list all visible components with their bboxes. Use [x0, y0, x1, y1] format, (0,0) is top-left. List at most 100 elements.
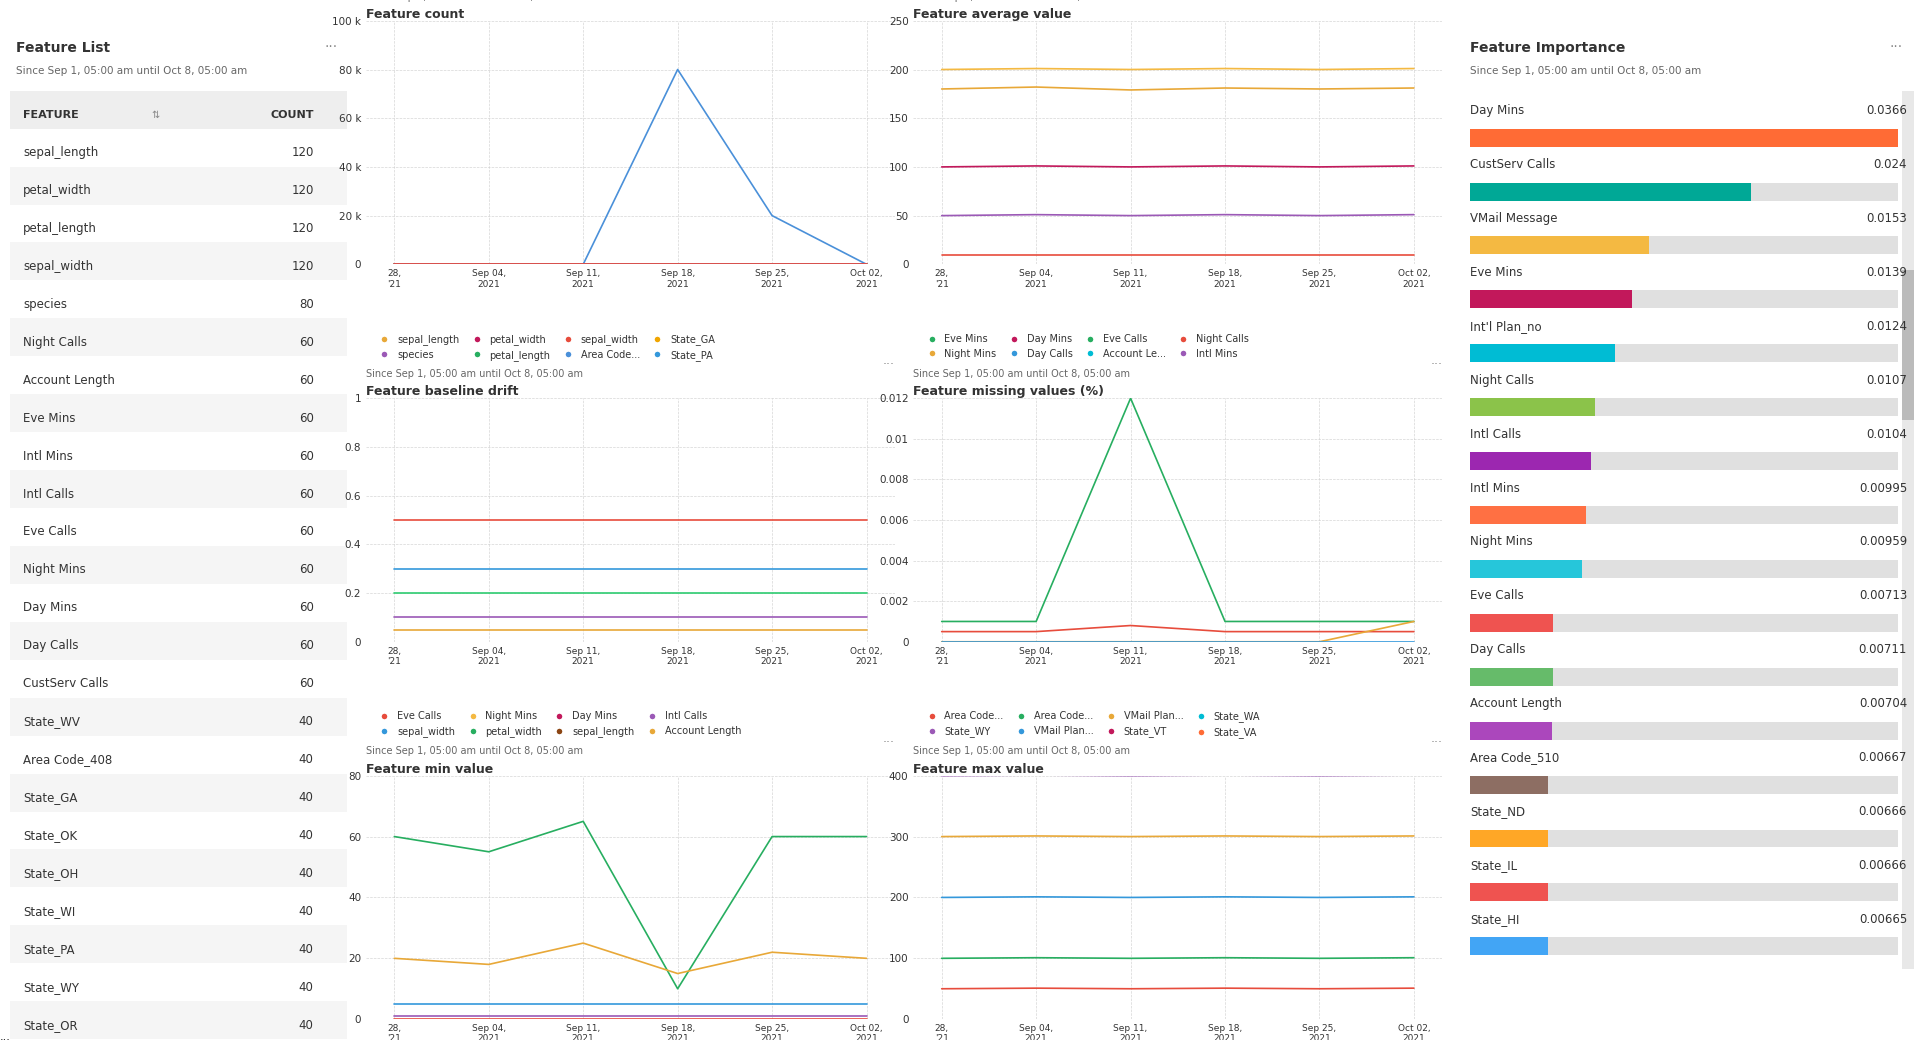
Text: Eve Calls: Eve Calls	[1471, 590, 1524, 602]
FancyBboxPatch shape	[1471, 398, 1596, 416]
FancyBboxPatch shape	[1471, 668, 1553, 685]
FancyBboxPatch shape	[10, 242, 348, 281]
Text: sepal_width: sepal_width	[23, 260, 94, 272]
FancyBboxPatch shape	[10, 470, 348, 508]
Text: Night Mins: Night Mins	[23, 564, 86, 576]
FancyBboxPatch shape	[1471, 776, 1548, 794]
Text: Night Calls: Night Calls	[23, 336, 86, 348]
Text: Intl Mins: Intl Mins	[23, 449, 73, 463]
FancyBboxPatch shape	[1471, 560, 1582, 578]
Text: 60: 60	[300, 525, 313, 539]
Text: 120: 120	[292, 184, 313, 197]
FancyBboxPatch shape	[10, 622, 348, 659]
Text: 0.0139: 0.0139	[1866, 266, 1907, 279]
Text: Feature List: Feature List	[17, 41, 111, 55]
Text: Int'l Plan_no: Int'l Plan_no	[1471, 320, 1542, 333]
FancyBboxPatch shape	[1471, 883, 1899, 902]
Text: 60: 60	[300, 601, 313, 615]
FancyBboxPatch shape	[1903, 90, 1914, 969]
Text: Since Sep 1, 05:00 am until Oct 8, 05:00 am: Since Sep 1, 05:00 am until Oct 8, 05:00…	[1471, 66, 1701, 76]
FancyBboxPatch shape	[1471, 236, 1899, 255]
FancyBboxPatch shape	[1903, 270, 1914, 420]
FancyBboxPatch shape	[1471, 937, 1899, 956]
Text: Since Sep 1, 05:00 am until Oct 8, 05:00 am: Since Sep 1, 05:00 am until Oct 8, 05:00…	[367, 369, 584, 379]
Text: 0.0366: 0.0366	[1866, 104, 1907, 118]
Text: 60: 60	[300, 564, 313, 576]
Text: Feature min value: Feature min value	[367, 762, 493, 776]
Text: ⇅: ⇅	[152, 109, 159, 120]
Text: 0.00665: 0.00665	[1859, 913, 1907, 926]
Text: 0.0107: 0.0107	[1866, 373, 1907, 387]
FancyBboxPatch shape	[10, 850, 348, 887]
Legend: Eve Mins, Night Mins, Day Mins, Day Calls, Eve Calls, Account Le..., Night Calls: Eve Mins, Night Mins, Day Mins, Day Call…	[918, 330, 1252, 363]
Text: Eve Mins: Eve Mins	[23, 412, 75, 424]
Text: Feature count: Feature count	[367, 8, 465, 21]
FancyBboxPatch shape	[1471, 290, 1899, 308]
FancyBboxPatch shape	[1471, 560, 1899, 578]
Text: 0.00995: 0.00995	[1859, 482, 1907, 495]
Text: 40: 40	[300, 867, 313, 880]
Legend: Area Code..., State_WY, Area Code..., VMail Plan..., VMail Plan..., State_VT, St: Area Code..., State_WY, Area Code..., VM…	[918, 707, 1263, 742]
Text: Night Calls: Night Calls	[1471, 373, 1534, 387]
Text: Feature Importance: Feature Importance	[1471, 41, 1624, 55]
Text: Account Length: Account Length	[23, 373, 115, 387]
Text: 0.0104: 0.0104	[1866, 427, 1907, 441]
FancyBboxPatch shape	[1471, 614, 1553, 632]
FancyBboxPatch shape	[1471, 830, 1548, 848]
Text: 0.00713: 0.00713	[1859, 590, 1907, 602]
Text: Feature baseline drift: Feature baseline drift	[367, 385, 518, 398]
FancyBboxPatch shape	[10, 698, 348, 735]
Text: 40: 40	[300, 791, 313, 804]
FancyBboxPatch shape	[1471, 776, 1899, 794]
Text: COUNT: COUNT	[271, 109, 313, 120]
FancyBboxPatch shape	[1471, 183, 1751, 201]
Text: Day Calls: Day Calls	[1471, 644, 1524, 656]
Text: sepal_length: sepal_length	[23, 146, 98, 159]
Text: 60: 60	[300, 412, 313, 424]
FancyBboxPatch shape	[1471, 398, 1899, 416]
Text: Feature average value: Feature average value	[914, 8, 1071, 21]
FancyBboxPatch shape	[10, 90, 348, 129]
Text: 40: 40	[300, 943, 313, 956]
Text: 120: 120	[292, 222, 313, 235]
Text: Account Length: Account Length	[1471, 697, 1561, 710]
Text: 120: 120	[292, 146, 313, 159]
FancyBboxPatch shape	[1471, 614, 1899, 632]
Text: Night Mins: Night Mins	[1471, 536, 1532, 548]
Text: Area Code_510: Area Code_510	[1471, 751, 1559, 764]
Text: State_PA: State_PA	[23, 943, 75, 956]
FancyBboxPatch shape	[10, 774, 348, 811]
Text: Feature missing values (%): Feature missing values (%)	[914, 385, 1104, 398]
Text: FEATURE: FEATURE	[23, 109, 79, 120]
Text: 80: 80	[300, 297, 313, 311]
Text: Since Sep 1, 05:00 am until Oct 8, 05:00 am: Since Sep 1, 05:00 am until Oct 8, 05:00…	[914, 747, 1131, 756]
Text: ...: ...	[1889, 35, 1903, 50]
Text: ...: ...	[883, 732, 895, 745]
Text: 40: 40	[300, 1019, 313, 1032]
Text: 60: 60	[300, 677, 313, 691]
FancyBboxPatch shape	[10, 318, 348, 357]
FancyBboxPatch shape	[1471, 236, 1649, 255]
Text: State_WV: State_WV	[23, 716, 81, 728]
FancyBboxPatch shape	[10, 166, 348, 205]
Text: 40: 40	[300, 753, 313, 766]
FancyBboxPatch shape	[1471, 290, 1632, 308]
FancyBboxPatch shape	[1471, 344, 1899, 362]
Text: petal_width: petal_width	[23, 184, 92, 197]
Text: CustServ Calls: CustServ Calls	[1471, 158, 1555, 171]
Text: Since Sep 1, 05:00 am until Oct 8, 05:00 am: Since Sep 1, 05:00 am until Oct 8, 05:00…	[914, 369, 1131, 379]
Text: 60: 60	[300, 488, 313, 500]
FancyBboxPatch shape	[1471, 506, 1899, 524]
FancyBboxPatch shape	[10, 394, 348, 433]
FancyBboxPatch shape	[1471, 344, 1615, 362]
FancyBboxPatch shape	[1471, 722, 1899, 739]
Text: State_WI: State_WI	[23, 905, 75, 918]
Text: State_HI: State_HI	[1471, 913, 1519, 926]
Text: Since Sep 1, 05:00 am until Oct 8, 05:00 am: Since Sep 1, 05:00 am until Oct 8, 05:00…	[17, 66, 248, 76]
Text: 0.024: 0.024	[1874, 158, 1907, 171]
Text: Since Sep 1, 05:00 am until Oct 8, 05:00 am: Since Sep 1, 05:00 am until Oct 8, 05:00…	[367, 0, 584, 2]
Text: 60: 60	[300, 640, 313, 652]
FancyBboxPatch shape	[1471, 883, 1548, 902]
Text: ...: ...	[324, 35, 338, 50]
Text: CustServ Calls: CustServ Calls	[23, 677, 109, 691]
